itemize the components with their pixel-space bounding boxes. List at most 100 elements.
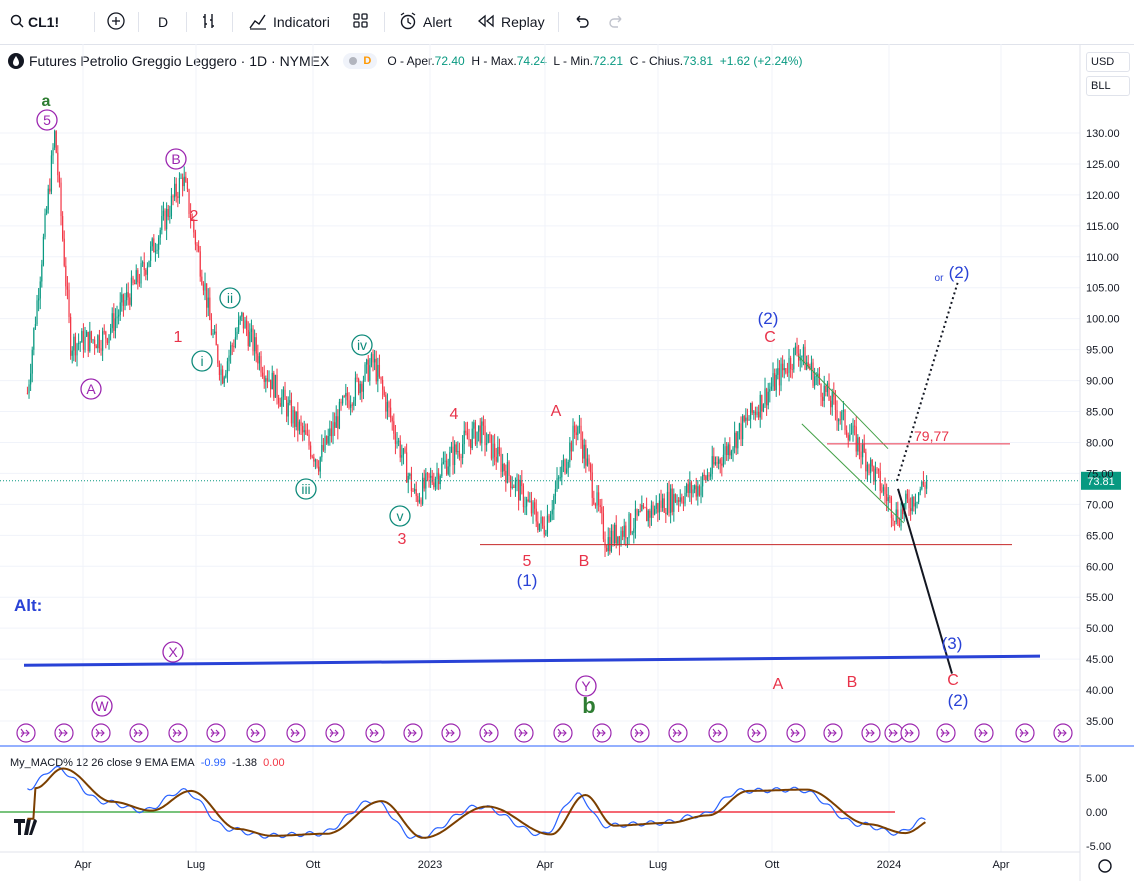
- candle-body: [140, 263, 142, 284]
- candle-body: [876, 468, 878, 470]
- candle-body: [631, 532, 633, 534]
- wave-label: B: [579, 553, 590, 570]
- candle-body: [574, 425, 576, 433]
- candle-body: [330, 428, 333, 437]
- candle-body: [902, 509, 904, 515]
- candle-body: [839, 419, 841, 421]
- candle-body: [522, 486, 525, 508]
- candle-body: [769, 389, 771, 392]
- candle-body: [774, 373, 776, 391]
- candle-body: [513, 486, 515, 488]
- open-label: O - Aper.: [387, 54, 435, 68]
- chart-type-button[interactable]: [200, 10, 220, 34]
- candle-body: [516, 479, 518, 481]
- open-value: 72.40: [434, 54, 465, 68]
- candle-body: [849, 434, 851, 441]
- candle-body: [124, 300, 126, 306]
- candle-body: [388, 401, 390, 408]
- candle-body: [415, 489, 417, 496]
- candle-body: [671, 488, 673, 512]
- candle-body: [481, 421, 483, 444]
- event-marker-icon: [747, 723, 767, 743]
- wave-label: (1): [517, 571, 538, 590]
- y-tick-label: 85.00: [1086, 407, 1114, 419]
- candle-body: [84, 336, 86, 351]
- replay-button[interactable]: Replay: [476, 10, 545, 34]
- candle-body: [551, 509, 553, 515]
- event-marker-icon: [168, 723, 188, 743]
- wave-label: Y: [581, 678, 591, 694]
- candle-body: [247, 329, 249, 347]
- symbol-search-button[interactable]: CL1!: [10, 10, 59, 34]
- candle-body: [87, 331, 89, 352]
- candle-body: [479, 425, 481, 444]
- tradingview-logo[interactable]: [14, 818, 44, 841]
- candle-body: [518, 479, 520, 501]
- candle-body: [754, 411, 757, 415]
- candle-body: [409, 473, 411, 476]
- event-marker-icon: [936, 723, 956, 743]
- undo-button[interactable]: [572, 10, 590, 34]
- candle-body: [246, 320, 248, 330]
- indicators-button[interactable]: Indicatori: [248, 10, 330, 34]
- compare-button[interactable]: [106, 10, 126, 34]
- macd-value-1: -0.99: [200, 757, 226, 769]
- candle-body: [362, 380, 365, 392]
- candle-body: [337, 416, 339, 429]
- symbol-label: CL1!: [28, 14, 60, 30]
- candle-body: [65, 265, 67, 287]
- candle-body: [450, 446, 453, 453]
- candle-body: [119, 302, 121, 315]
- alert-button[interactable]: Alert: [398, 10, 452, 34]
- unit-select[interactable]: BLL: [1086, 76, 1130, 96]
- candle-body: [129, 297, 131, 305]
- candle-body: [682, 501, 685, 504]
- candle-body: [511, 486, 513, 488]
- candle-body: [537, 521, 539, 531]
- candle-body: [817, 373, 819, 377]
- candle-body: [618, 536, 621, 545]
- candle-body: [292, 409, 294, 424]
- layouts-button[interactable]: [352, 10, 370, 34]
- candle-body: [508, 461, 510, 476]
- candle-body: [687, 484, 689, 493]
- candle-body: [375, 358, 377, 382]
- candle-body: [49, 188, 51, 192]
- candle-body: [386, 401, 389, 412]
- candle-body: [214, 331, 216, 334]
- wave-label-circle: [80, 378, 102, 400]
- candle-body: [612, 530, 614, 543]
- candle-body: [305, 430, 307, 435]
- candle-body: [566, 468, 568, 473]
- candle-body: [591, 472, 593, 498]
- candle-body: [822, 396, 824, 401]
- candle-body: [548, 515, 550, 522]
- candle-body: [98, 335, 101, 349]
- candle-body: [585, 444, 587, 466]
- replay-label: Replay: [501, 14, 545, 30]
- candle-body: [225, 373, 227, 378]
- candle-body: [97, 335, 99, 349]
- close-label: C - Chius.: [629, 54, 684, 68]
- candle-body: [684, 492, 686, 504]
- candle-body: [260, 356, 262, 373]
- candle-body: [639, 511, 641, 512]
- candle-body: [274, 374, 277, 398]
- candle-body: [830, 400, 832, 408]
- currency-select[interactable]: USD: [1086, 52, 1130, 72]
- candle-body: [345, 392, 347, 397]
- candle-body: [538, 523, 541, 531]
- candle-body: [63, 238, 65, 266]
- candle-body: [602, 513, 605, 540]
- session-badge[interactable]: D: [343, 53, 378, 69]
- wave-label-circle: [295, 478, 317, 500]
- redo-button[interactable]: [608, 10, 626, 34]
- candle-body: [730, 451, 733, 456]
- candle-body: [198, 245, 200, 252]
- candle-body: [799, 357, 801, 361]
- candle-body: [186, 181, 189, 190]
- wave-label: or: [935, 273, 945, 284]
- interval-button[interactable]: D: [158, 14, 169, 30]
- candle-body: [642, 505, 645, 508]
